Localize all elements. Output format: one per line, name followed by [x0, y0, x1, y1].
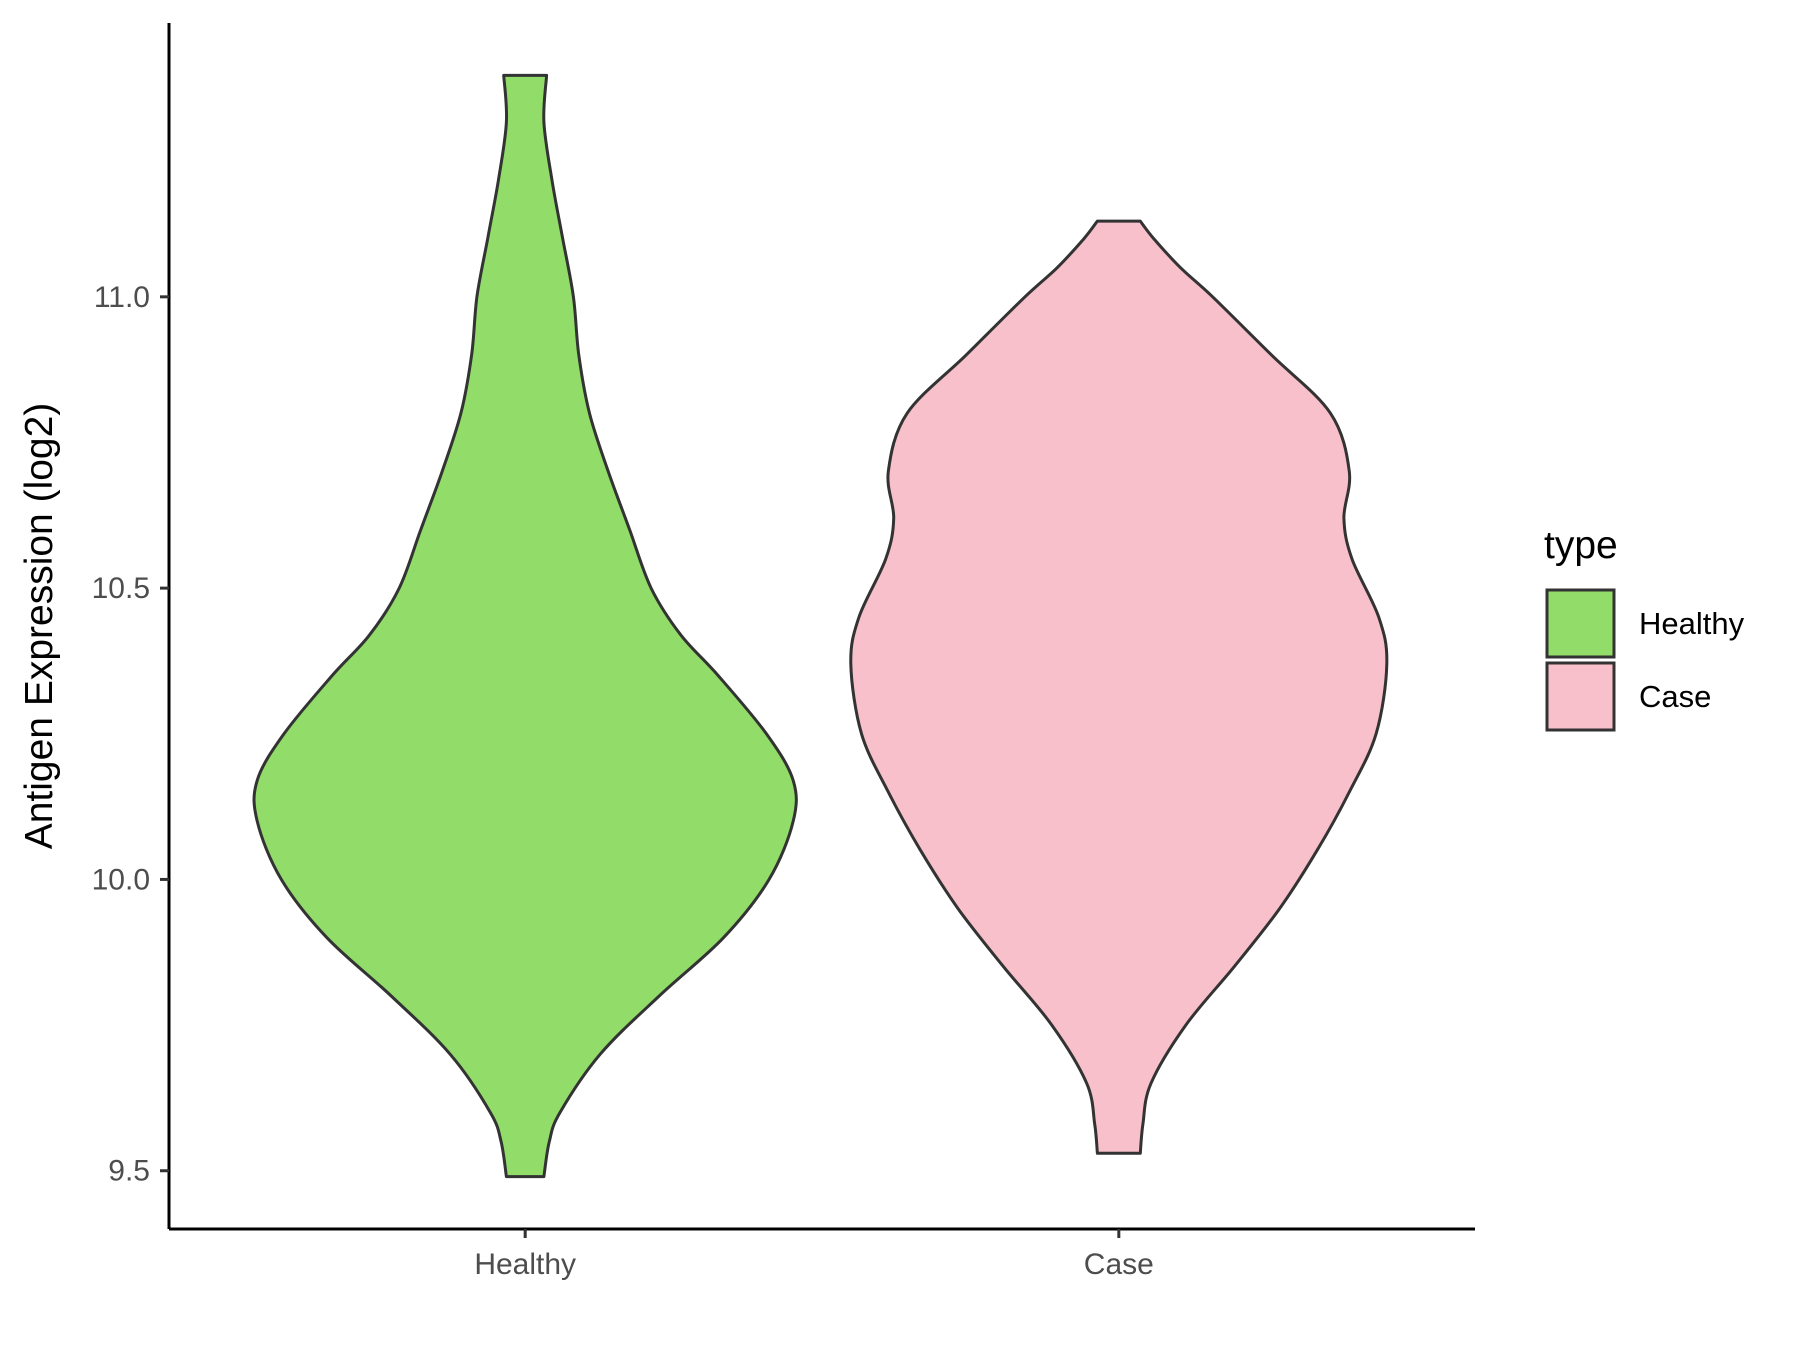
violin-case [849, 219, 1389, 1155]
x-ticks: Healthy Case [474, 1229, 1154, 1281]
legend: type Healthy Case [1544, 524, 1745, 732]
legend-label-healthy: Healthy [1639, 606, 1745, 641]
y-tick-label: 11.0 [94, 281, 150, 314]
violin-layer [252, 73, 1389, 1179]
x-tick-label: Healthy [474, 1248, 576, 1281]
legend-swatch-healthy [1545, 588, 1616, 659]
y-tick-label: 10.0 [92, 863, 150, 896]
y-tick-label: 9.5 [108, 1155, 150, 1188]
violin-healthy [252, 73, 798, 1179]
y-tick-label: 10.5 [92, 572, 150, 605]
y-ticks: 9.5 10.0 10.5 11.0 [92, 281, 169, 1188]
y-axis-title: Antigen Expression (log2) [18, 403, 61, 850]
x-tick-label: Case [1084, 1248, 1154, 1281]
legend-title: type [1544, 524, 1618, 567]
legend-label-case: Case [1639, 679, 1711, 714]
legend-swatch-case [1545, 661, 1616, 732]
